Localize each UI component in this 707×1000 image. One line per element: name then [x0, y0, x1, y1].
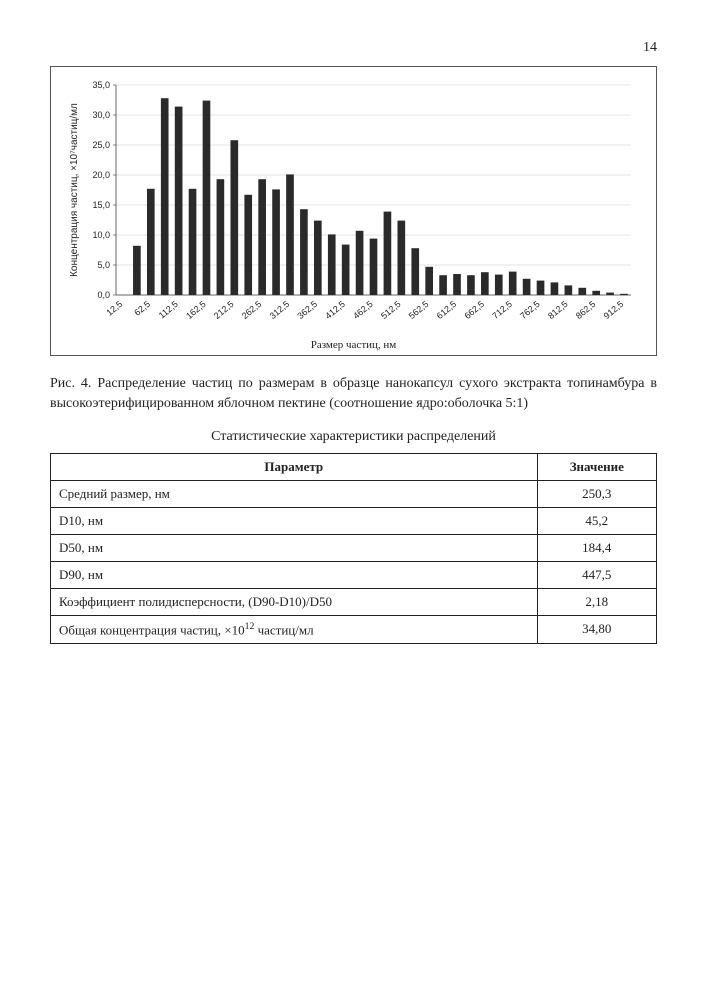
figure-caption: Рис. 4. Распределение частиц по размерам… [50, 374, 657, 415]
table-col-param: Параметр [51, 453, 538, 480]
table-cell-value: 184,4 [537, 534, 656, 561]
svg-text:15,0: 15,0 [92, 200, 110, 210]
table-cell-value: 45,2 [537, 507, 656, 534]
svg-text:10,0: 10,0 [92, 230, 110, 240]
svg-text:35,0: 35,0 [92, 80, 110, 90]
table-row: Средний размер, нм250,3 [51, 480, 657, 507]
svg-text:5,0: 5,0 [97, 260, 110, 270]
svg-text:Концентрация частиц, ×10⁷части: Концентрация частиц, ×10⁷частиц/мл [69, 103, 80, 277]
bar-chart: 0,05,010,015,020,025,030,035,012,562,511… [61, 77, 641, 337]
table-row: D50, нм184,4 [51, 534, 657, 561]
bar-chart-container: 0,05,010,015,020,025,030,035,012,562,511… [50, 66, 657, 356]
svg-text:0,0: 0,0 [97, 290, 110, 300]
table-cell-value: 34,80 [537, 615, 656, 643]
table-cell-value: 250,3 [537, 480, 656, 507]
svg-text:25,0: 25,0 [92, 140, 110, 150]
table-row: Общая концентрация частиц, ×1012 частиц/… [51, 615, 657, 643]
chart-x-axis-label: Размер частиц, нм [61, 339, 646, 351]
table-cell-param: D10, нм [51, 507, 538, 534]
table-cell-param: D50, нм [51, 534, 538, 561]
table-cell-value: 2,18 [537, 588, 656, 615]
stats-table: Параметр Значение Средний размер, нм250,… [50, 453, 657, 644]
table-cell-param: Общая концентрация частиц, ×1012 частиц/… [51, 615, 538, 643]
page-number: 14 [50, 40, 657, 56]
table-row: Коэффициент полидисперсности, (D90-D10)/… [51, 588, 657, 615]
table-title: Статистические характеристики распределе… [50, 429, 657, 445]
table-row: D10, нм45,2 [51, 507, 657, 534]
table-row: D90, нм447,5 [51, 561, 657, 588]
svg-text:20,0: 20,0 [92, 170, 110, 180]
svg-text:30,0: 30,0 [92, 110, 110, 120]
table-header-row: Параметр Значение [51, 453, 657, 480]
table-col-value: Значение [537, 453, 656, 480]
table-cell-value: 447,5 [537, 561, 656, 588]
table-cell-param: Коэффициент полидисперсности, (D90-D10)/… [51, 588, 538, 615]
table-cell-param: D90, нм [51, 561, 538, 588]
table-cell-param: Средний размер, нм [51, 480, 538, 507]
